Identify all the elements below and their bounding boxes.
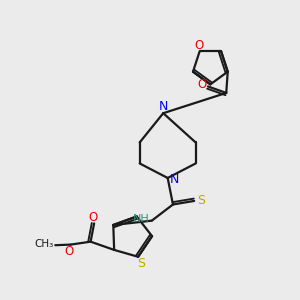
Text: S: S <box>197 194 206 207</box>
Text: NH: NH <box>133 214 150 224</box>
Text: N: N <box>169 173 179 186</box>
Text: O: O <box>194 39 204 52</box>
Text: S: S <box>137 257 145 270</box>
Text: CH₃: CH₃ <box>34 239 54 249</box>
Text: O: O <box>88 211 97 224</box>
Text: N: N <box>159 100 168 113</box>
Text: O: O <box>197 79 206 92</box>
Text: O: O <box>64 244 74 258</box>
